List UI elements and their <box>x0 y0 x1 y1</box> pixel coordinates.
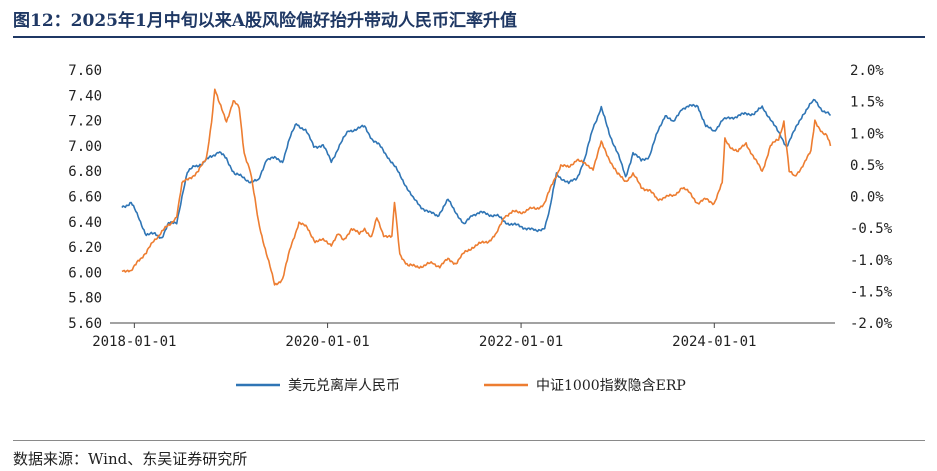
source-note: 数据来源：Wind、东吴证券研究所 <box>13 450 248 468</box>
y2-tick-label: -1.5% <box>850 284 893 300</box>
y-tick-label: 7.20 <box>68 114 102 130</box>
series-line-2 <box>121 88 832 286</box>
y-tick-label: 6.00 <box>68 265 102 281</box>
chart-series <box>121 88 832 286</box>
legend-label: 中证1000指数隐含ERP <box>536 378 686 394</box>
y-tick-label: 6.20 <box>68 240 102 256</box>
y2-tick-label: 0.5% <box>850 158 884 174</box>
y-tick-label: 5.80 <box>68 291 102 307</box>
title-divider <box>13 36 925 38</box>
chart-axes: 5.60 5.80 6.00 6.20 6.40 6.60 6.80 7.00 7.20 7.40… <box>68 63 892 350</box>
y2-tick-label: 1.0% <box>850 126 884 142</box>
x-tick-label: 2018-01-01 <box>92 334 176 350</box>
series-line-1 <box>121 98 832 239</box>
y2-tick-label: -2.0% <box>850 316 893 332</box>
y2-tick-label: 0.0% <box>850 190 884 206</box>
x-tick-label: 2024-01-01 <box>672 334 756 350</box>
legend-label: 美元兑离岸人民币 <box>288 377 400 394</box>
chart-legend: 美元兑离岸人民币 中证1000指数隐含ERP <box>236 377 686 394</box>
y2-tick-label: 1.5% <box>850 95 884 111</box>
x-tick-label: 2020-01-01 <box>285 334 369 350</box>
y-tick-label: 6.80 <box>68 164 102 180</box>
footer-divider <box>13 440 925 441</box>
x-tick-label: 2022-01-01 <box>479 334 563 350</box>
y-tick-label: 6.60 <box>68 190 102 206</box>
dual-axis-line-chart: 5.60 5.80 6.00 6.20 6.40 6.60 6.80 7.00 7.20 7.40… <box>68 63 892 394</box>
y-tick-label: 6.40 <box>68 215 102 231</box>
y-tick-label: 7.00 <box>68 139 102 155</box>
y-tick-label: 5.60 <box>68 316 102 332</box>
y2-tick-label: -1.0% <box>850 253 893 269</box>
chart-title: 图12：2025年1月中旬以来A股风险偏好抬升带动人民币汇率升值 <box>13 11 517 31</box>
y2-tick-label: 2.0% <box>850 63 884 79</box>
y-tick-label: 7.60 <box>68 63 102 79</box>
y-tick-label: 7.40 <box>68 88 102 104</box>
y2-tick-label: -0.5% <box>850 221 893 237</box>
